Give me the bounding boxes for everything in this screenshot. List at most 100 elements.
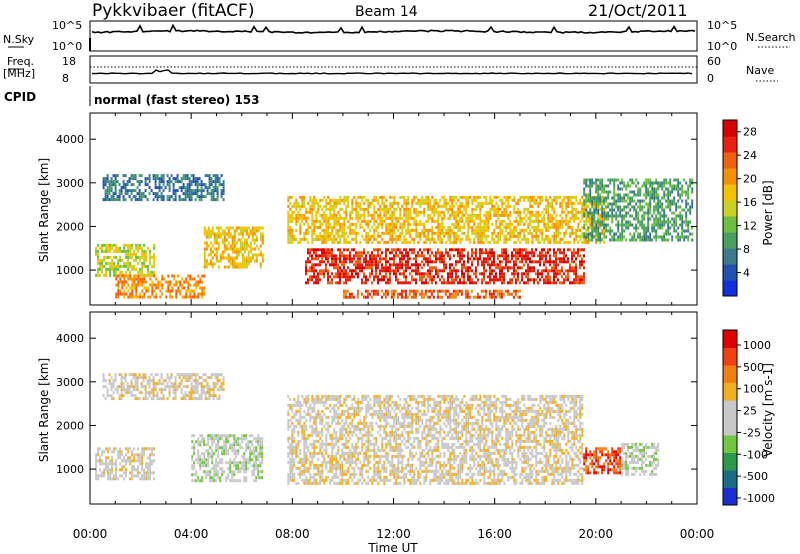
heatmap-cell	[425, 257, 427, 261]
heatmap-cell	[497, 210, 500, 214]
heatmap-cell	[343, 210, 346, 214]
heatmap-cell	[498, 289, 501, 293]
heatmap-cell	[475, 228, 478, 232]
heatmap-cell	[657, 181, 660, 185]
heatmap-cell	[527, 237, 530, 241]
heatmap-cell	[225, 256, 228, 260]
heatmap-cell	[454, 289, 457, 293]
heatmap-cell	[685, 217, 688, 221]
heatmap-cell	[509, 210, 512, 214]
heatmap-cell	[599, 220, 602, 224]
heatmap-cell	[597, 220, 600, 224]
heatmap-cell	[436, 289, 439, 293]
heatmap-cell	[313, 195, 316, 199]
heatmap-cell	[139, 246, 142, 250]
heatmap-cell	[473, 237, 476, 241]
heatmap-cell	[389, 207, 392, 211]
heatmap-cell	[603, 184, 606, 188]
heatmap-cell	[549, 225, 552, 229]
heatmap-cell	[113, 270, 116, 274]
heatmap-cell	[504, 289, 507, 293]
heatmap-cell	[577, 240, 580, 244]
heatmap-cell	[569, 269, 571, 273]
heatmap-cell	[573, 207, 576, 211]
heatmap-cell	[315, 210, 318, 214]
heatmap-cell	[567, 257, 569, 261]
heatmap-cell	[579, 254, 581, 258]
heatmap-cell	[243, 265, 246, 269]
heatmap-cell	[325, 207, 328, 211]
heatmap-cell	[585, 181, 588, 185]
heatmap-cell	[220, 385, 223, 389]
heatmap-cell	[141, 267, 144, 271]
heatmap-cell	[531, 266, 533, 270]
heatmap-cell	[517, 213, 520, 217]
heatmap-cell	[677, 238, 680, 242]
heatmap-cell	[251, 226, 254, 230]
heatmap-cell	[569, 231, 572, 235]
heatmap-cell	[198, 376, 201, 380]
heatmap-cell	[179, 283, 182, 287]
heatmap-cell	[165, 280, 168, 284]
heatmap-cell	[491, 254, 493, 258]
heatmap-cell	[639, 235, 642, 239]
heatmap-cell	[333, 213, 336, 217]
heatmap-cell	[587, 235, 590, 239]
heatmap-cell	[333, 257, 335, 261]
heatmap-cell	[146, 391, 149, 395]
heatmap-cell	[113, 255, 116, 259]
heatmap-cell	[325, 201, 328, 205]
heatmap-cell	[357, 257, 359, 261]
heatmap-cell	[601, 205, 604, 209]
heatmap-cell	[359, 254, 361, 258]
heatmap-cell	[237, 226, 240, 230]
heatmap-cell	[601, 199, 604, 203]
heatmap-cell	[625, 238, 628, 242]
heatmap-cell	[473, 207, 476, 211]
heatmap-cell	[115, 471, 118, 475]
heatmap-cell	[475, 198, 478, 202]
heatmap-cell	[441, 275, 443, 279]
heatmap-cell	[677, 190, 680, 194]
heatmap-cell	[247, 256, 250, 260]
heatmap-cell	[123, 249, 126, 253]
heatmap-cell	[213, 238, 216, 242]
heatmap-cell	[349, 269, 351, 273]
heatmap-cell	[101, 450, 104, 454]
heatmap-cell	[649, 217, 652, 221]
heatmap-cell	[521, 272, 523, 276]
heatmap-cell	[437, 219, 440, 223]
heatmap-cell	[136, 382, 139, 386]
heatmap-cell	[237, 250, 240, 254]
heatmap-cell	[637, 232, 640, 236]
heatmap-cell	[623, 217, 626, 221]
heatmap-cell	[481, 281, 483, 285]
heatmap-cell	[325, 222, 328, 226]
heatmap-cell	[111, 459, 114, 463]
heatmap-cell	[647, 217, 650, 221]
heatmap-cell	[549, 216, 552, 220]
heatmap-cell	[639, 208, 642, 212]
colorbar-frame	[722, 119, 738, 297]
heatmap-cell	[399, 234, 402, 238]
heatmap-cell	[385, 257, 387, 261]
heatmap-cell	[451, 201, 454, 205]
heatmap-cell	[175, 292, 178, 296]
heatmap-cell	[487, 225, 490, 229]
heatmap-cell	[635, 223, 638, 227]
heatmap-cell	[391, 234, 394, 238]
heatmap-cell	[152, 174, 155, 178]
heatmap-cell	[174, 177, 177, 181]
heatmap-cell	[535, 231, 538, 235]
heatmap-cell	[367, 231, 370, 235]
heatmap-cell	[384, 289, 387, 293]
heatmap-cell	[127, 277, 130, 281]
heatmap-cell	[489, 210, 492, 214]
heatmap-cell	[493, 251, 495, 255]
heatmap-cell	[489, 257, 491, 261]
heatmap-cell	[623, 208, 626, 212]
heatmap-cell	[377, 213, 380, 217]
heatmap-cell	[605, 223, 608, 227]
heatmap-cell	[403, 222, 406, 226]
heatmap-cell	[513, 266, 515, 270]
